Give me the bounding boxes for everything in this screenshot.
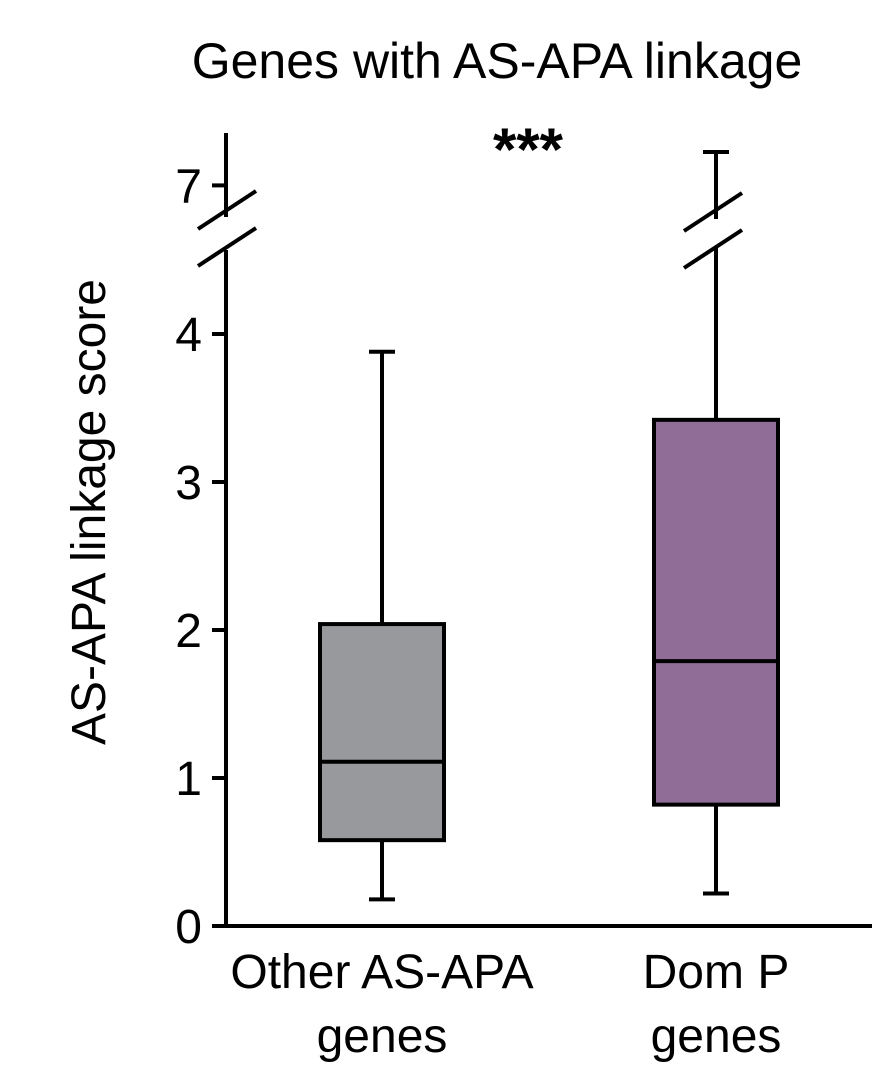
x-category-label-1-line-2: genes [651, 1010, 782, 1063]
box-1-body [652, 417, 780, 807]
box-0-body [318, 622, 446, 843]
y-axis-break-mark-upper [196, 189, 258, 231]
x-category-label-0-line-2: genes [317, 1010, 448, 1063]
y-tick-label-1: 1 [175, 753, 202, 806]
chart-title: Genes with AS-APA linkage [192, 33, 803, 89]
y-axis-label: AS-APA linkage score [63, 279, 116, 745]
y-tick-label-4: 4 [175, 309, 202, 362]
x-category-label-1: Dom P genes [643, 946, 790, 1063]
x-category-label-1-line-1: Dom P [643, 946, 790, 999]
box-1-whisker-break-mark-upper [682, 191, 744, 233]
x-category-label-0-line-1: Other AS-APA [230, 946, 533, 999]
y-axis-break-mark-lower [196, 226, 258, 268]
y-tick-label-5: 7 [175, 160, 202, 213]
y-tick-label-0: 0 [175, 901, 202, 954]
box-1-whisker-break-mark-lower [682, 228, 744, 270]
y-tick-label-2: 2 [175, 605, 202, 658]
significance-label: *** [493, 116, 564, 183]
x-category-label-0: Other AS-APA genes [230, 946, 533, 1063]
y-tick-label-3: 3 [175, 457, 202, 510]
plot-area: 0 1 2 3 4 7 [175, 133, 872, 954]
